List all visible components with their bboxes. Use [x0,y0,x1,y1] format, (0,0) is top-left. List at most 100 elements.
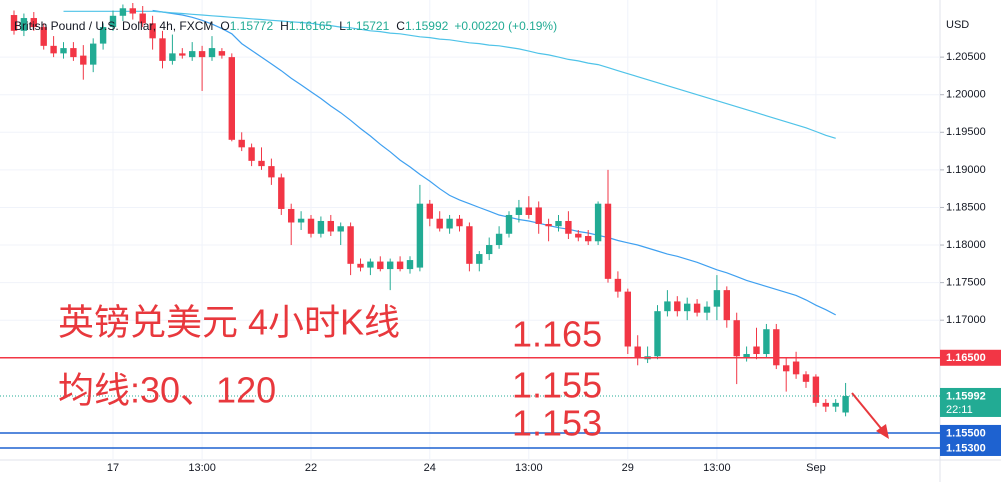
x-tick-label: 17 [107,462,119,474]
candle-body [228,57,235,140]
x-tick-label: 24 [424,462,436,474]
candle-body [406,260,414,270]
candle-body [456,218,463,227]
candle-body [802,374,810,382]
candle-body [505,214,513,234]
candle-body [466,226,473,264]
candle-body [20,18,28,31]
candle-body [10,15,18,31]
ohlc-header-letter: O [220,19,229,33]
candle-body [535,207,542,224]
candle-body [139,13,146,24]
level-label: 1.16500 [946,352,986,364]
candle-body [693,303,701,313]
change: +0.00220 (+0.19%) [454,19,557,33]
candle-body [664,301,671,312]
last-price-label: 1.15992 [946,390,986,402]
candle-body [258,160,265,167]
candle-body [238,139,245,148]
candle-body [634,346,641,358]
y-tick-label: 1.20000 [946,89,986,101]
candle-body [416,203,424,268]
candle-body [80,55,87,65]
ohlc-header-value: 1.15992 [405,19,449,33]
level-label: 1.15300 [946,442,986,454]
ohlc-header-value: 1.15772 [230,19,274,33]
candle-body [684,303,691,312]
arrow-head [876,424,889,439]
candle-body [446,218,453,229]
candle-body [674,301,681,312]
candle-body [99,27,107,44]
y-tick-label: 1.19000 [946,164,986,176]
candle-body [307,218,315,234]
last-price-box [940,387,1001,417]
candle-body [585,236,592,242]
candle-body [436,218,443,229]
candle-body [377,261,384,270]
candle-body [248,147,255,161]
chart-header: British Pound / U.S. Dollar, 4h, FXCM O1.… [14,19,557,33]
y-tick-label: 1.18000 [946,239,986,251]
candle-body [179,53,186,56]
level-label: 1.15500 [946,427,986,439]
moving-average-line [63,10,836,139]
candle-body [337,226,344,232]
moving-average-line [152,9,836,316]
candle-body [545,223,552,227]
x-tick-label: 13:00 [703,462,731,474]
candle-body [525,207,532,215]
candle-body [70,48,77,58]
candle-body [842,395,849,413]
currency-label: USD [946,19,969,31]
annotation: 均线:30、120 [58,370,276,411]
candle-body [218,51,226,56]
candle-body [357,263,364,268]
candle-body [30,18,37,28]
candle-body [347,226,354,264]
candle-body [733,320,740,357]
candle-body [555,220,562,227]
candle-body [575,233,582,238]
candle-body [149,23,156,39]
candle-body [119,8,127,16]
candle-body [783,365,790,372]
candle-body [604,203,612,279]
candle-body [812,376,820,403]
candle-body [495,233,503,246]
ohlc-header-letter: C [396,19,405,33]
candle-body [753,346,760,355]
candle-body [297,218,305,223]
x-tick-label: 13:00 [515,462,543,474]
candle-body [327,220,334,232]
candle-body [278,177,285,209]
candle-body [565,220,572,234]
x-tick-label: 29 [622,462,634,474]
level-label-box [940,439,1001,456]
annotation: 英镑兑美元 4小时K线 [58,302,400,343]
candle-body [189,51,196,58]
level-label-box [940,424,1001,441]
candle-body [159,38,166,61]
candle-body [268,166,275,178]
candle-body [822,402,829,407]
y-tick-label: 1.17500 [946,277,986,289]
candle-body [515,207,523,215]
candle-body [109,15,117,28]
candle-body [832,402,839,407]
annotation: 1.153 [512,403,602,444]
candle-body [713,290,721,307]
y-tick-label: 1.20500 [946,51,986,63]
candle-body [90,43,97,65]
candle-body [396,261,404,270]
ohlc-header-letter: L [339,19,346,33]
candle-body [198,51,206,58]
candle-body [723,290,730,321]
x-tick-label: 13:00 [188,462,216,474]
level-label-box [940,349,1001,366]
candle-body [614,278,622,292]
x-tick-label: 22 [305,462,317,474]
candle-body [40,27,47,46]
candle-body [426,203,433,219]
